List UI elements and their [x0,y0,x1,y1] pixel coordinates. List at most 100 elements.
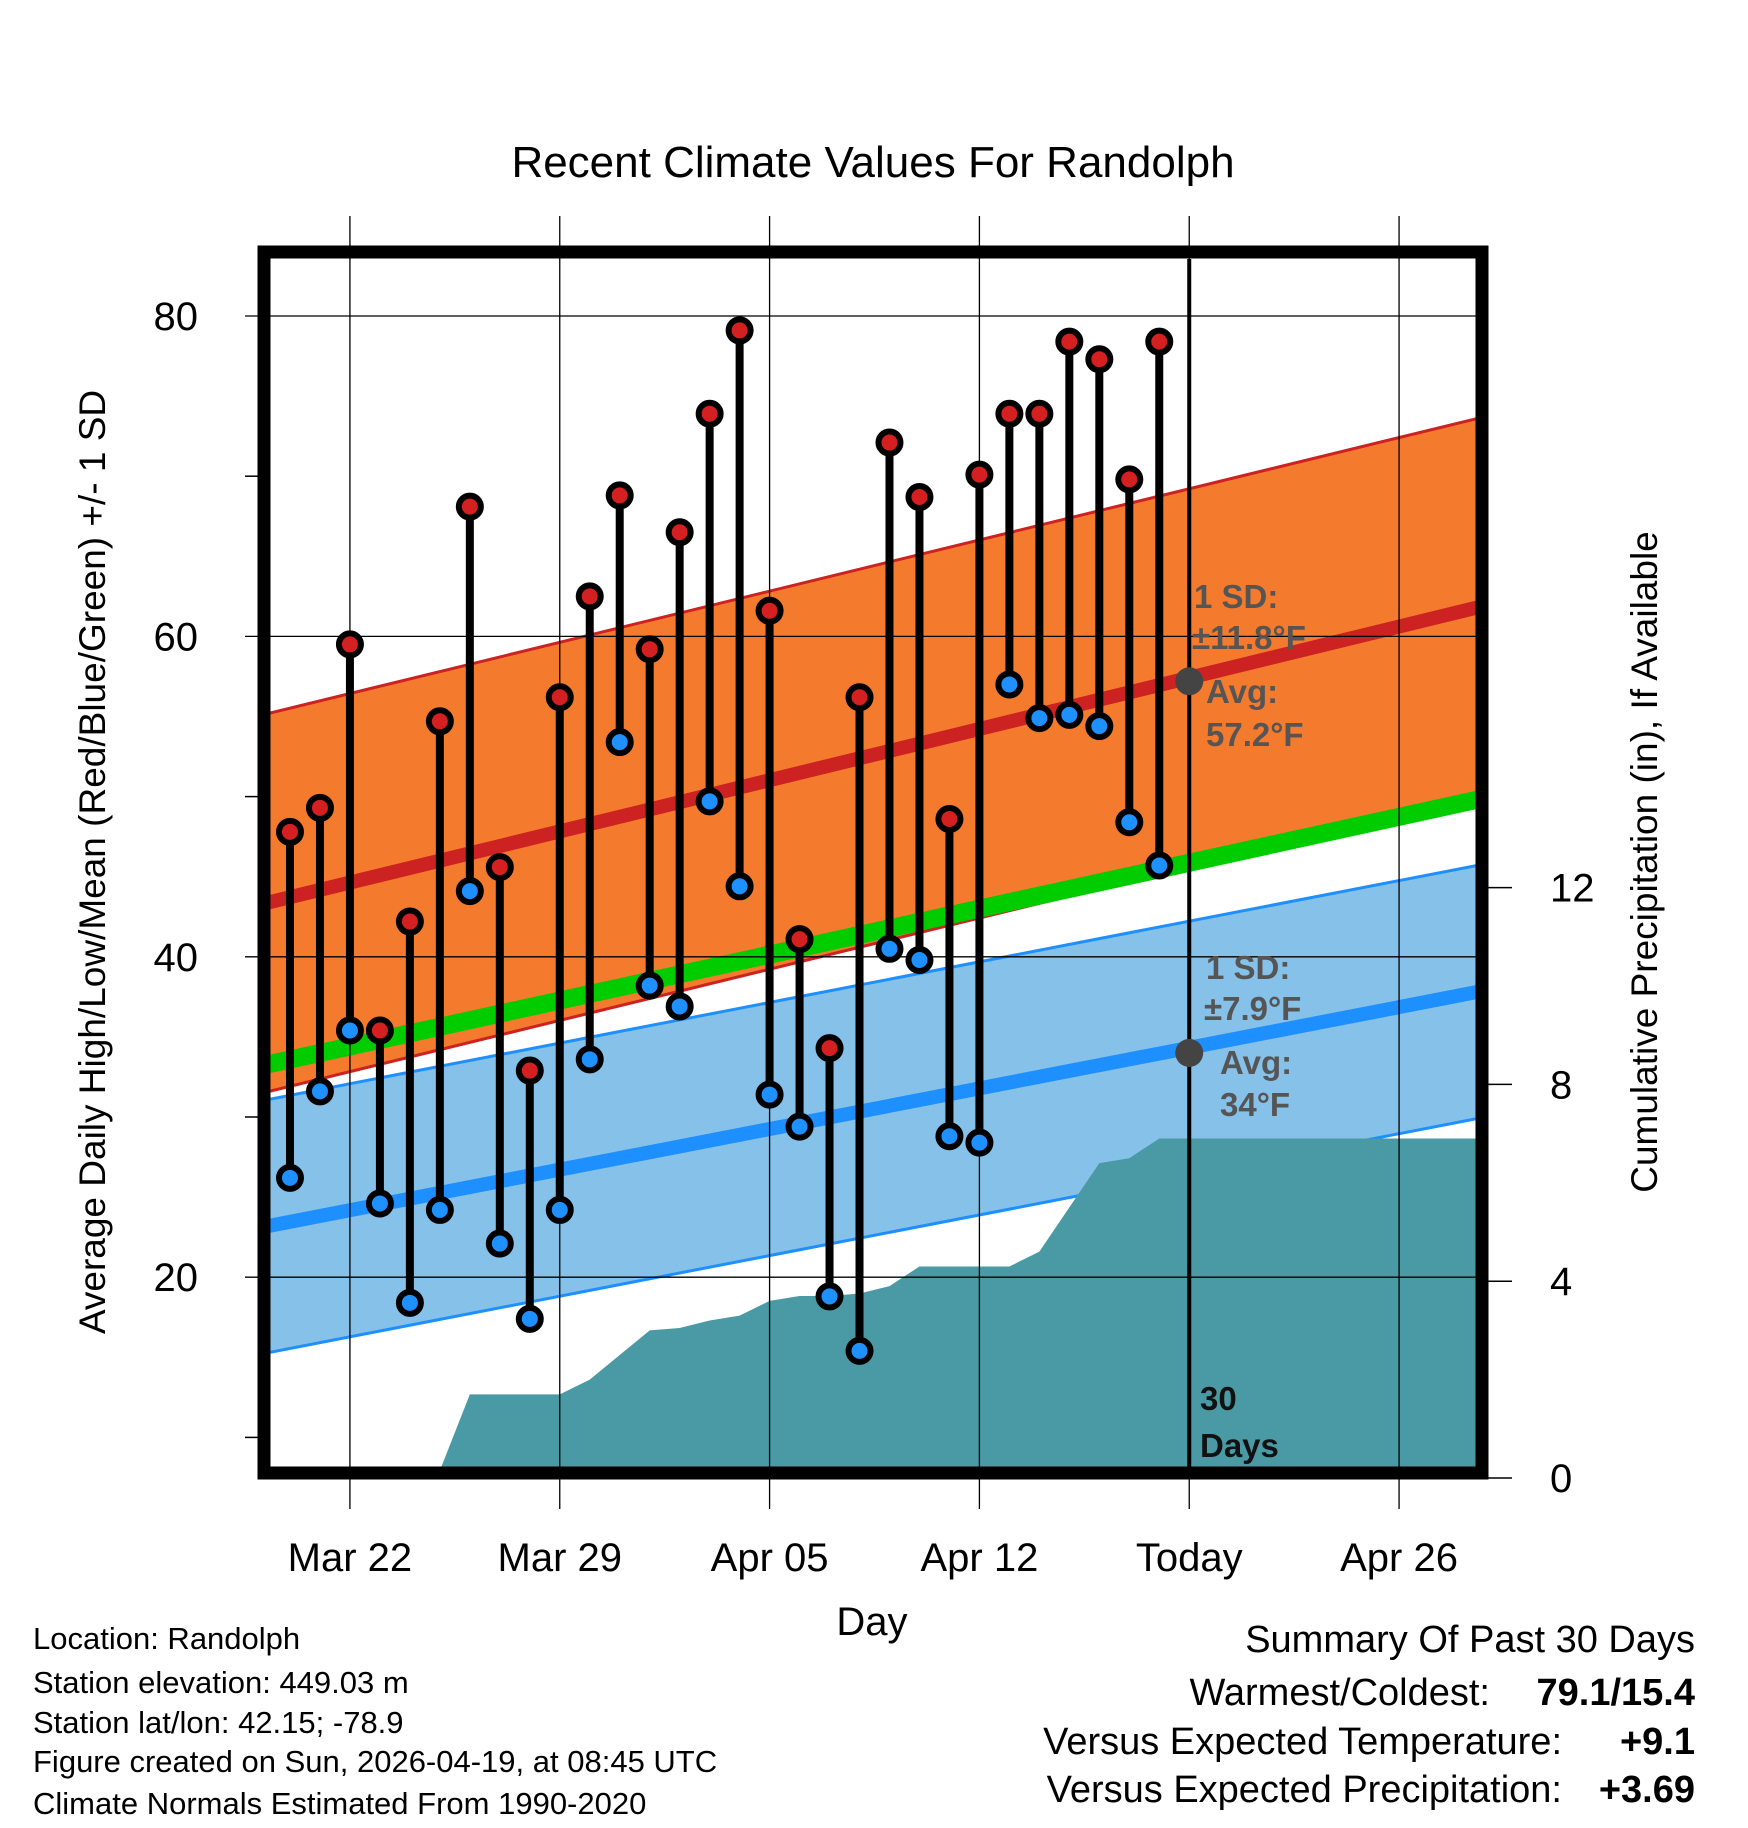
high-point [425,707,454,736]
y-tick-label: 60 [154,615,199,659]
temp-anomaly-label: Versus Expected Temperature: [1043,1721,1562,1763]
y-tick-label: 80 [154,295,199,339]
low-point [1025,704,1054,733]
y-axis-label: Average Daily High/Low/Mean (Red/Blue/Gr… [72,390,113,1334]
y-tick-label: 20 [154,1256,199,1300]
low-point [1145,851,1174,880]
high-point [1145,327,1174,356]
summary-title: Summary Of Past 30 Days [1245,1619,1695,1661]
plot-area [269,417,1477,1467]
temp-anomaly-value: +9.1 [1620,1721,1695,1763]
high-point [515,1056,544,1085]
high-point [455,492,484,521]
high-point [815,1034,844,1063]
y2-axis-label: Cumulative Precipitation (in), If Availa… [1624,531,1665,1193]
normals-text: Climate Normals Estimated From 1990-2020 [33,1786,646,1821]
low-avg-label: Avg: [1220,1044,1292,1081]
low-point [365,1189,394,1218]
precip-area [441,1138,1477,1467]
high-point [1085,345,1114,374]
high-point [395,907,424,936]
low-point [935,1122,964,1151]
low-point [725,872,754,901]
low-point [665,992,694,1021]
latlon-text: Station lat/lon: 42.15; -78.9 [33,1705,404,1740]
chart-title: Recent Climate Values For Randolph [511,138,1234,187]
low-sd-value: ±7.9°F [1204,990,1301,1027]
today-high-avg-point [1175,667,1204,696]
high-point [605,481,634,510]
low-point [815,1282,844,1311]
high-avg-value: 57.2°F [1206,716,1304,753]
plot-frame [257,245,1489,1480]
low-point [275,1163,304,1192]
low-point [305,1077,334,1106]
low-point [965,1128,994,1157]
low-point [395,1288,424,1317]
low-point [755,1080,784,1109]
x-axis-label: Day [836,1600,907,1644]
warm-cold-value: 79.1/15.4 [1537,1672,1695,1714]
created-text: Figure created on Sun, 2026-04-19, at 08… [33,1744,717,1779]
high-point [545,683,574,712]
low-point [575,1045,604,1074]
low-point [515,1304,544,1333]
high-sd-value: ±11.8°F [1192,619,1306,656]
low-point [485,1229,514,1258]
y2-tick-label: 12 [1550,867,1595,911]
high-point [755,596,784,625]
x-tick-label: Mar 22 [288,1536,413,1580]
x-tick-label: Apr 12 [920,1536,1038,1580]
x-tick-label: Mar 29 [498,1536,623,1580]
high-point [635,635,664,664]
low-point [455,877,484,906]
x-tick-label: Apr 26 [1340,1536,1458,1580]
annotations: 1 SD: ±11.8°F Avg: 57.2°F 1 SD: ±7.9°F A… [1192,578,1306,1464]
precip-anomaly-label: Versus Expected Precipitation: [1047,1769,1562,1811]
low-sd-label: 1 SD: [1206,949,1290,986]
location-text: Location: Randolph [33,1621,300,1656]
low-point [335,1016,364,1045]
low-mean-line [269,985,1477,1233]
high-point [365,1016,394,1045]
low-point [635,971,664,1000]
window-label-days: Days [1200,1427,1279,1464]
x-tick-label: Apr 05 [711,1536,829,1580]
summary-panel: Summary Of Past 30 Days Warmest/Coldest:… [1043,1619,1695,1811]
station-info: Location: Randolph Station elevation: 44… [33,1621,717,1821]
y2-tick-label: 4 [1550,1260,1572,1304]
low-point [845,1336,874,1365]
elevation-text: Station elevation: 449.03 m [33,1665,409,1700]
high-point [485,853,514,882]
high-point [1025,399,1054,428]
high-point [905,483,934,512]
low-sd-upper-line [269,864,1477,1101]
high-point [305,793,334,822]
x-tick-label: Today [1136,1536,1243,1580]
low-avg-value: 34°F [1220,1086,1290,1123]
low-point [425,1195,454,1224]
low-point [1085,712,1114,741]
high-point [275,817,304,846]
high-point [965,460,994,489]
window-label-number: 30 [1200,1380,1237,1417]
low-point [785,1112,814,1141]
high-point [335,630,364,659]
low-point [1055,700,1084,729]
precip-anomaly-value: +3.69 [1599,1769,1695,1811]
high-point [575,582,604,611]
data-marks [275,259,1204,1467]
low-point [545,1195,574,1224]
y-tick-label: 40 [154,936,199,980]
warm-cold-label: Warmest/Coldest: [1189,1672,1490,1714]
low-point [695,787,724,816]
high-point [785,925,814,954]
y2-tick-label: 0 [1550,1457,1572,1501]
low-point [605,728,634,757]
axes: Mar 22 Mar 29 Apr 05 Apr 12 Today Apr 2620406… [154,295,1595,1580]
high-point [875,428,904,457]
high-point [695,399,724,428]
high-point [665,518,694,547]
low-point [875,934,904,963]
